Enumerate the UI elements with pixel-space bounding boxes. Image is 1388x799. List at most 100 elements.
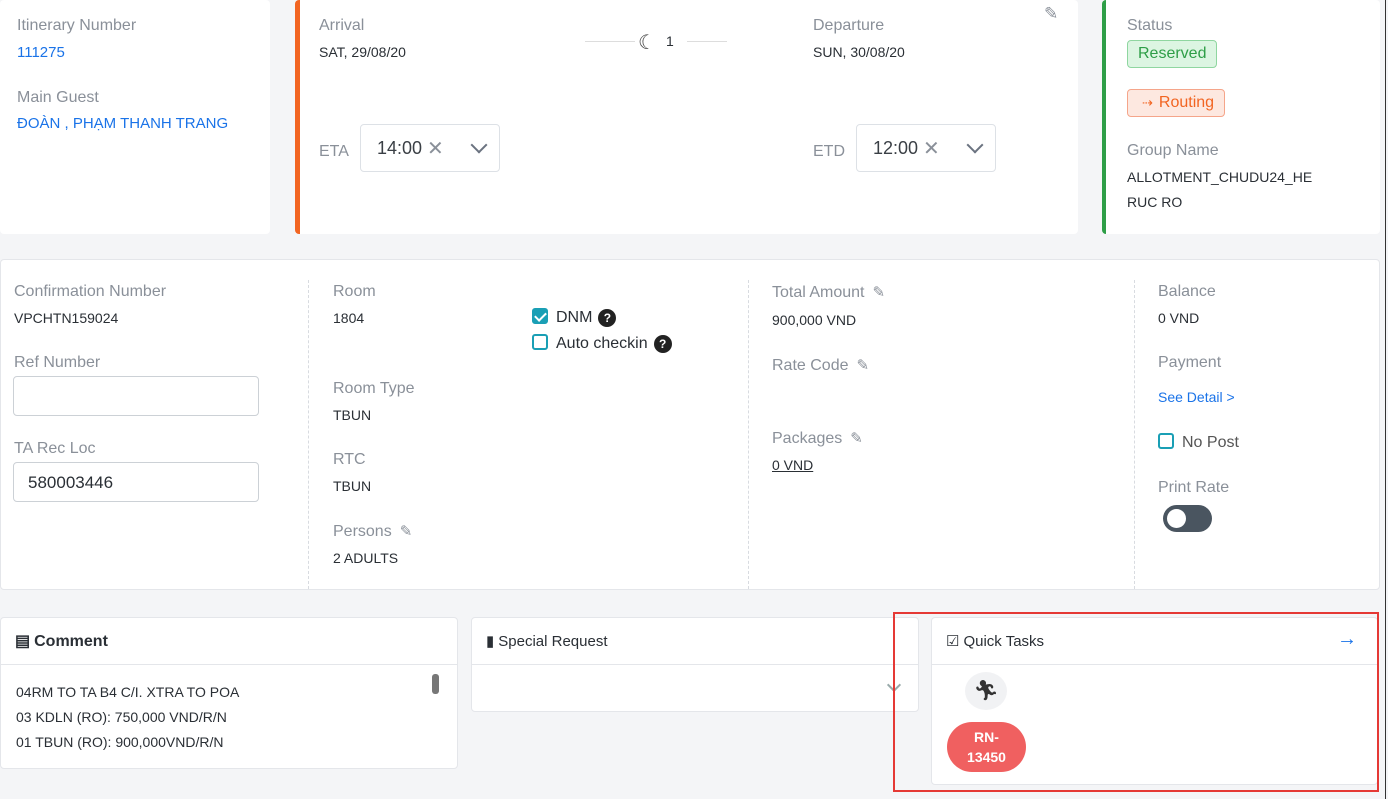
- eta-value: 14:00: [377, 138, 423, 158]
- chevron-down-icon[interactable]: [966, 136, 984, 154]
- confirmation-number: VPCHTN159024: [14, 310, 119, 326]
- help-icon[interactable]: ?: [598, 309, 617, 327]
- room-number: 1804: [333, 310, 365, 326]
- highlight-box: [893, 612, 1379, 792]
- no-post-checkbox[interactable]: No Post: [1158, 433, 1239, 452]
- packages-label: Packages ✎: [772, 429, 863, 448]
- dnm-label: DNM: [556, 309, 593, 326]
- comment-line: 03 KDLN (RO): 750,000 VND/R/N: [16, 709, 227, 725]
- balance-value: 0 VND: [1158, 310, 1200, 326]
- chevron-down-icon[interactable]: [470, 136, 488, 154]
- edit-persons-pencil-icon[interactable]: ✎: [399, 523, 413, 540]
- quick-tasks-header: ☑ Quick Tasks: [932, 618, 1377, 665]
- total-amount-label: Total Amount ✎: [772, 283, 885, 302]
- quick-tasks-title: Quick Tasks: [963, 633, 1045, 650]
- main-guest-link[interactable]: ĐOÀN , PHẠM THANH TRANG: [17, 115, 229, 132]
- comment-line: 01 TBUN (RO): 900,000VND/R/N: [16, 734, 224, 750]
- arrival-date: SAT, 29/08/20: [319, 44, 406, 60]
- balance-label: Balance: [1158, 283, 1216, 300]
- book-icon: ▮: [486, 633, 495, 650]
- checkbox-icon[interactable]: [532, 334, 548, 350]
- auto-checkin-checkbox[interactable]: Auto checkin?: [532, 334, 672, 353]
- comment-header: ▤ Comment: [1, 618, 457, 665]
- comment-icon: ▤: [15, 633, 31, 650]
- moon-icon: ☾: [638, 32, 656, 54]
- ref-number-input[interactable]: [13, 376, 259, 416]
- special-request-title: Special Request: [498, 633, 608, 650]
- rtc-value: TBUN: [333, 478, 372, 494]
- quick-tasks-card: ☑ Quick Tasks → 🏃︎ RN- 13450: [931, 617, 1378, 785]
- persons-value: 2 ADULTS: [333, 550, 399, 566]
- print-rate-label: Print Rate: [1158, 479, 1230, 496]
- rate-code-label: Rate Code ✎: [772, 356, 869, 375]
- special-request-card: ▮ Special Request: [471, 617, 919, 712]
- task-id-line2: 13450: [967, 749, 1006, 765]
- scrollbar[interactable]: [432, 674, 439, 694]
- clear-eta-icon[interactable]: ✕: [427, 138, 444, 160]
- routing-icon: ⇢: [1142, 95, 1153, 110]
- group-name-label: Group Name: [1127, 142, 1219, 159]
- clear-etd-icon[interactable]: ✕: [923, 138, 940, 160]
- eta-label: ETA: [319, 143, 349, 160]
- task-id-line1: RN-: [974, 729, 999, 745]
- ref-number-label: Ref Number: [14, 354, 101, 371]
- etd-label: ETD: [813, 143, 845, 160]
- checkbox-icon[interactable]: [1158, 433, 1174, 449]
- no-post-label: No Post: [1182, 434, 1239, 451]
- walking-person-icon[interactable]: 🏃︎: [965, 672, 1007, 710]
- edit-dates-pencil-icon[interactable]: ✎: [1044, 4, 1059, 23]
- comment-textarea[interactable]: 04RM TO TA B4 C/I. XTRA TO POA 03 KDLN (…: [16, 680, 239, 755]
- departure-label: Departure: [813, 17, 885, 34]
- details-panel: Confirmation Number VPCHTN159024 Ref Num…: [0, 259, 1380, 590]
- packages-label-text: Packages: [772, 430, 843, 447]
- etd-value: 12:00: [873, 138, 919, 158]
- total-amount-label-text: Total Amount: [772, 284, 865, 301]
- nights-count: 1: [666, 33, 674, 49]
- main-guest-label: Main Guest: [17, 89, 99, 106]
- comment-title: Comment: [34, 633, 108, 650]
- auto-checkin-label: Auto checkin: [556, 335, 648, 352]
- ta-rec-loc-input[interactable]: 580003446: [13, 462, 259, 502]
- itinerary-number-label: Itinerary Number: [17, 17, 137, 34]
- rate-code-label-text: Rate Code: [772, 357, 849, 374]
- routing-label: Routing: [1158, 94, 1215, 111]
- routing-button[interactable]: ⇢ Routing: [1127, 89, 1226, 117]
- status-card: Status Reserved ⇢ Routing Group Name ALLO…: [1102, 0, 1380, 234]
- edit-rate-pencil-icon[interactable]: ✎: [856, 357, 870, 374]
- total-amount: 900,000 VND: [772, 312, 857, 328]
- comment-line: 04RM TO TA B4 C/I. XTRA TO POA: [16, 684, 240, 700]
- ta-rec-loc-label: TA Rec Loc: [14, 440, 96, 457]
- arrival-label: Arrival: [319, 17, 365, 34]
- calendar-check-icon: ☑: [946, 633, 960, 650]
- room-type-label: Room Type: [333, 380, 415, 397]
- itinerary-number[interactable]: 111275: [17, 44, 65, 61]
- checkbox-checked-icon[interactable]: [532, 308, 548, 324]
- arrow-right-icon[interactable]: →: [1337, 628, 1357, 650]
- itinerary-card: Itinerary Number 111275 Main Guest ĐOÀN …: [0, 0, 270, 234]
- persons-label-text: Persons: [333, 523, 392, 540]
- eta-select[interactable]: 14:00 ✕: [360, 124, 500, 172]
- edit-total-pencil-icon[interactable]: ✎: [872, 284, 886, 301]
- group-name-line2: RUC RO: [1127, 194, 1183, 210]
- confirmation-label: Confirmation Number: [14, 283, 167, 300]
- packages-amount-link[interactable]: 0 VND: [772, 457, 814, 473]
- window-edge: [1385, 0, 1386, 799]
- dnm-checkbox[interactable]: DNM?: [532, 308, 617, 327]
- status-label: Status: [1127, 17, 1173, 34]
- comment-card: ▤ Comment 04RM TO TA B4 C/I. XTRA TO POA …: [0, 617, 458, 769]
- etd-select[interactable]: 12:00 ✕: [856, 124, 996, 172]
- status-badge: Reserved: [1127, 40, 1218, 68]
- persons-label: Persons ✎: [333, 522, 412, 541]
- room-label: Room: [333, 283, 376, 300]
- stay-card: Arrival SAT, 29/08/20 ☾ 1 Departure SUN,…: [295, 0, 1078, 234]
- edit-packages-pencil-icon[interactable]: ✎: [850, 430, 863, 447]
- print-rate-toggle[interactable]: [1163, 505, 1212, 532]
- help-icon[interactable]: ?: [653, 335, 672, 353]
- see-detail-link[interactable]: See Detail >: [1158, 389, 1235, 405]
- task-badge[interactable]: RN- 13450: [947, 722, 1026, 772]
- departure-date: SUN, 30/08/20: [813, 44, 905, 60]
- group-name-line1: ALLOTMENT_CHUDU24_HE: [1127, 169, 1313, 185]
- room-type: TBUN: [333, 407, 372, 423]
- rtc-label: RTC: [333, 451, 366, 468]
- payment-label: Payment: [1158, 354, 1222, 371]
